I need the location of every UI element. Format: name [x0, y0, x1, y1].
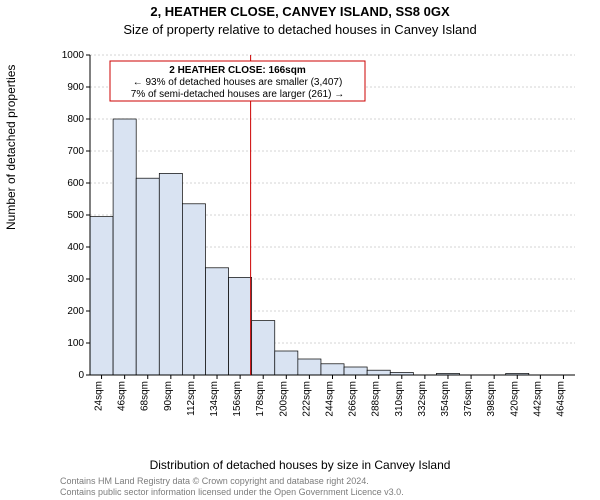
svg-text:800: 800: [67, 114, 84, 125]
svg-text:90sqm: 90sqm: [163, 381, 174, 411]
svg-text:200: 200: [67, 306, 84, 317]
chart-title-line1: 2, HEATHER CLOSE, CANVEY ISLAND, SS8 0GX: [0, 4, 600, 19]
svg-text:376sqm: 376sqm: [463, 381, 474, 417]
x-axis-label: Distribution of detached houses by size …: [0, 458, 600, 472]
svg-text:244sqm: 244sqm: [325, 381, 336, 417]
svg-text:7% of semi-detached houses are: 7% of semi-detached houses are larger (2…: [131, 89, 344, 100]
y-axis-label: Number of detached properties: [4, 65, 18, 230]
svg-text:420sqm: 420sqm: [509, 381, 520, 417]
svg-text:24sqm: 24sqm: [94, 381, 105, 411]
svg-text:← 93% of detached houses are s: ← 93% of detached houses are smaller (3,…: [133, 77, 343, 88]
svg-text:222sqm: 222sqm: [301, 381, 312, 417]
footer-line1: Contains HM Land Registry data © Crown c…: [60, 476, 580, 487]
svg-text:68sqm: 68sqm: [140, 381, 151, 411]
svg-text:200sqm: 200sqm: [278, 381, 289, 417]
svg-text:266sqm: 266sqm: [348, 381, 359, 417]
svg-text:332sqm: 332sqm: [417, 381, 428, 417]
svg-text:1000: 1000: [62, 50, 85, 61]
svg-text:398sqm: 398sqm: [486, 381, 497, 417]
chart-plot-area: 0 100 200 300 400 500 600 700 800 900 1000 24sqm 46s…: [60, 50, 580, 420]
svg-text:500: 500: [67, 210, 84, 221]
svg-text:112sqm: 112sqm: [186, 381, 197, 416]
svg-text:178sqm: 178sqm: [255, 381, 266, 417]
svg-text:100: 100: [67, 338, 84, 349]
svg-text:310sqm: 310sqm: [394, 381, 405, 417]
svg-text:464sqm: 464sqm: [555, 381, 566, 417]
svg-text:0: 0: [78, 370, 84, 381]
footer-line2: Contains public sector information licen…: [60, 487, 580, 498]
svg-text:600: 600: [67, 178, 84, 189]
svg-text:900: 900: [67, 82, 84, 93]
svg-text:400: 400: [67, 242, 84, 253]
svg-text:300: 300: [67, 274, 84, 285]
svg-text:288sqm: 288sqm: [371, 381, 382, 417]
chart-title-line2: Size of property relative to detached ho…: [0, 22, 600, 37]
svg-text:156sqm: 156sqm: [232, 381, 243, 417]
svg-text:46sqm: 46sqm: [117, 381, 128, 411]
svg-text:442sqm: 442sqm: [532, 381, 543, 417]
svg-text:134sqm: 134sqm: [209, 381, 220, 417]
svg-text:2 HEATHER CLOSE: 166sqm: 2 HEATHER CLOSE: 166sqm: [169, 65, 306, 76]
chart-footer: Contains HM Land Registry data © Crown c…: [60, 476, 580, 499]
svg-text:700: 700: [67, 146, 84, 157]
svg-text:354sqm: 354sqm: [440, 381, 451, 417]
chart-svg: 0 100 200 300 400 500 600 700 800 900 1000 24sqm 46s…: [60, 50, 580, 420]
